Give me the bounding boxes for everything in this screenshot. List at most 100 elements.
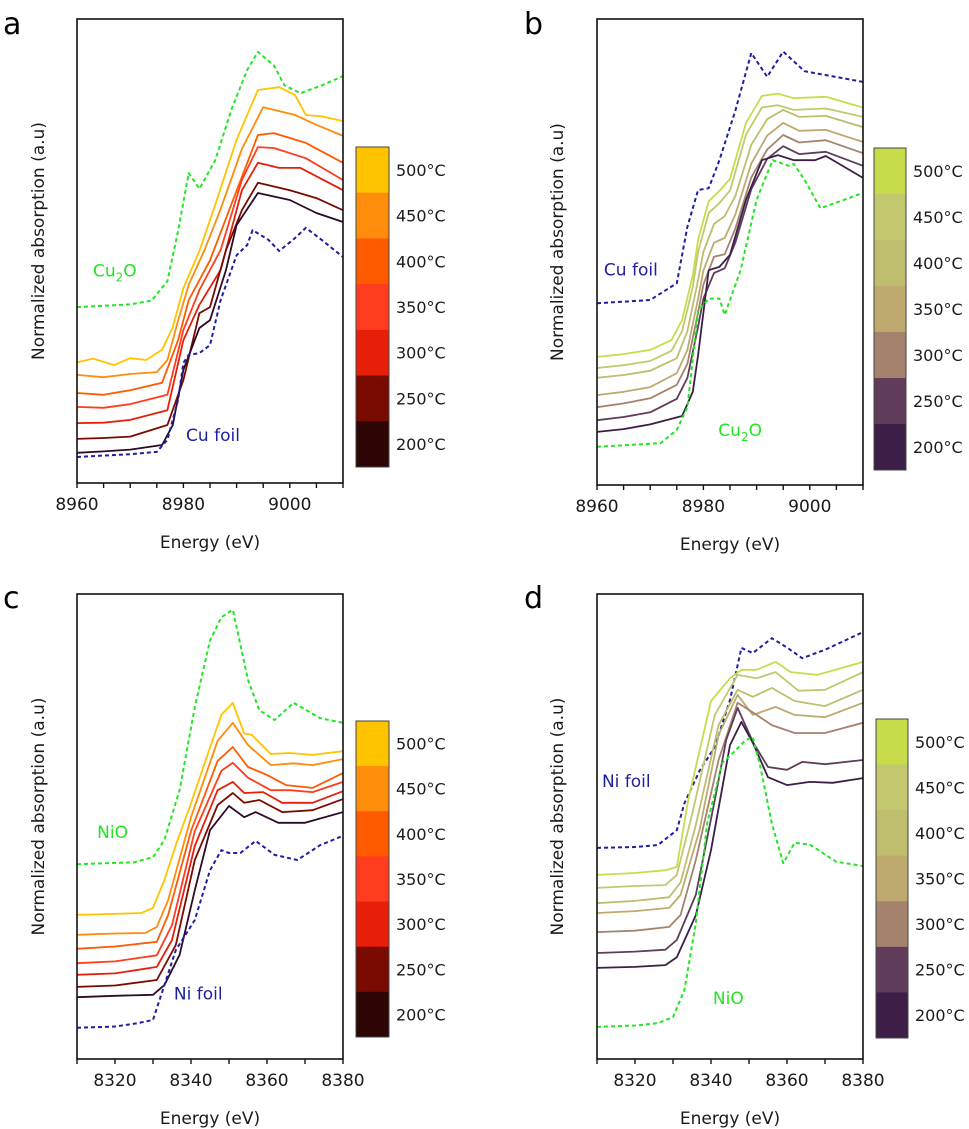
colorbar-label: 500°C [913, 162, 963, 181]
annotation-text: Cu [93, 262, 116, 282]
panel-d: d 8320 8340 8360 8380 Energy (eV) Normalized a… [524, 581, 965, 1129]
colorbar-label: 250°C [396, 389, 446, 408]
colorbar-label: 250°C [396, 960, 446, 979]
colorbar-label: 350°C [913, 300, 963, 319]
panel-c: c 8320 8340 8360 8380 Energy (eV) Normalized a… [3, 581, 446, 1129]
colorbar-label: 500°C [396, 161, 446, 180]
curve-annotation: Ni foil [174, 984, 223, 1004]
series-line-500c [597, 661, 863, 876]
x-tick-label: 8980 [162, 495, 205, 515]
series-line-300c [597, 701, 863, 933]
curve-annotation: Ni foil [602, 772, 651, 792]
colorbar-swatch [356, 284, 389, 331]
curve-annotation: Cu2O [93, 262, 137, 285]
curve-annotation: Cu foil [604, 260, 658, 280]
series-line-450c [597, 671, 863, 889]
colorbar-label: 200°C [913, 438, 963, 457]
panel-a: a 8960 8980 9000 Energy (eV) Normalized absor… [3, 7, 446, 553]
series-line-500c [597, 92, 863, 358]
y-axis-title: Normalized absorption (a.u) [548, 698, 568, 936]
x-tick-label: 8980 [682, 497, 725, 517]
colorbar-label: 350°C [396, 870, 446, 889]
colorbar-swatch [876, 946, 908, 993]
colorbar-swatch [874, 240, 906, 287]
colorbar-swatch [356, 721, 389, 767]
panel-letter: c [3, 581, 20, 616]
series-line-450c [77, 721, 343, 936]
annotation-text: Cu [718, 421, 741, 441]
series-line-250c [597, 707, 863, 954]
annotation-text: Ni foil [174, 984, 223, 1004]
series-line-400c [597, 687, 863, 905]
colorbar-swatch [356, 329, 389, 377]
colorbar: 500°C 450°C 400°C 350°C 300°C 250°C 200°C [875, 718, 965, 1039]
colorbar-swatch [356, 238, 389, 285]
colorbar-label: 200°C [396, 435, 446, 454]
series-line-450c [597, 104, 863, 369]
colorbar-frame [873, 147, 907, 471]
annotation-tail: O [123, 262, 136, 282]
colorbar-swatch [356, 147, 389, 194]
series-line-cu2o [77, 50, 343, 309]
x-tick-label: 8360 [765, 1071, 808, 1091]
colorbar-swatch [874, 286, 906, 333]
colorbar-swatch [356, 766, 389, 812]
colorbar-label: 250°C [913, 392, 963, 411]
series-line-350c [77, 146, 343, 409]
x-axis-title: Energy (eV) [680, 1109, 780, 1129]
colorbar-frame [875, 718, 909, 1039]
colorbar-label: 500°C [915, 733, 965, 752]
series-line-500c [77, 86, 343, 366]
x-axis-title: Energy (eV) [680, 535, 780, 555]
series-line-200c [597, 721, 863, 969]
colorbar-label: 400°C [396, 825, 446, 844]
x-tick-label: 8320 [93, 1071, 136, 1091]
colorbar-swatch [356, 946, 389, 993]
series-line-400c [77, 132, 343, 396]
colorbar-swatch [876, 855, 908, 902]
y-axis-title: Normalized absorption (a.u) [29, 698, 49, 936]
x-axis-title: Energy (eV) [160, 1109, 260, 1129]
annotation-text: NiO [97, 823, 128, 843]
curve-annotation: Cu foil [186, 426, 240, 446]
series-group [597, 631, 863, 1028]
x-tick-label: 8380 [841, 1071, 884, 1091]
annotation-text: NiO [713, 989, 744, 1009]
plot-frame [76, 18, 344, 484]
colorbar-swatch [876, 810, 908, 857]
colorbar-swatch [876, 719, 908, 766]
annotation-subscript: 2 [741, 430, 749, 444]
colorbar-label: 300°C [396, 344, 446, 363]
colorbar-swatch [356, 901, 389, 948]
x-tick-label: 9000 [268, 495, 311, 515]
series-line-ni-foil [597, 631, 863, 849]
colorbar-swatch [874, 378, 906, 425]
annotation-text: Cu foil [186, 426, 240, 446]
annotation-subscript: 2 [116, 271, 124, 285]
colorbar-label: 400°C [913, 254, 963, 273]
colorbar-frame [355, 720, 390, 1038]
annotation-text: Ni foil [602, 772, 651, 792]
series-group [597, 50, 863, 448]
series-line-500c [77, 701, 343, 916]
series-line-300c [77, 781, 343, 976]
colorbar-swatch [356, 375, 389, 422]
series-line-250c [77, 792, 343, 988]
x-tick-label: 8960 [575, 497, 618, 517]
colorbar-swatch [876, 992, 908, 1039]
plot-frame [596, 593, 864, 1060]
colorbar: 500°C 450°C 400°C 350°C 300°C 250°C 200°C [355, 146, 446, 468]
colorbar-label: 450°C [915, 778, 965, 797]
series-line-350c [77, 761, 343, 965]
y-axis-title: Normalized absorption (a.u) [29, 122, 49, 360]
annotation-tail: O [749, 421, 762, 441]
series-line-300c [597, 134, 863, 409]
colorbar-frame [355, 146, 390, 468]
colorbar-swatch [356, 856, 389, 903]
series-group [77, 50, 343, 458]
series-line-300c [77, 161, 343, 424]
series-line-450c [77, 106, 343, 379]
colorbar-swatch [876, 901, 908, 948]
colorbar-label: 450°C [396, 780, 446, 799]
